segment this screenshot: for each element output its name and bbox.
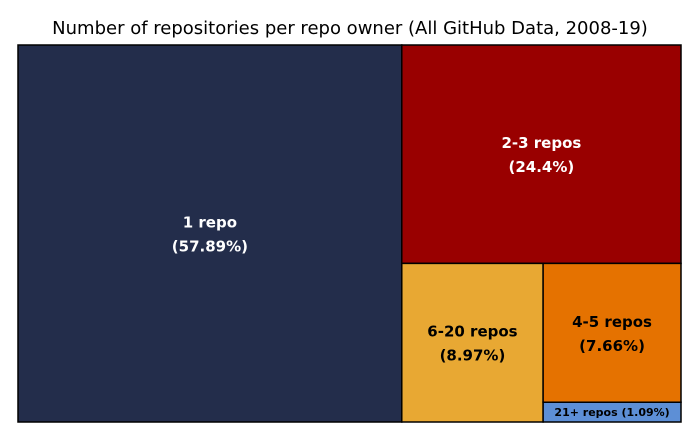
treemap-cells: 1 repo (57.89%) 2-3 repos (24.4%) 6-20 repos… — [17, 44, 682, 423]
cell-label-21-plus-repos: 21+ repos (1.09%) — [554, 406, 669, 419]
cell-name-4-5-repos: 4-5 repos — [572, 313, 652, 331]
cell-rect-4-5-repos — [542, 262, 682, 403]
cell-name-6-20-repos: 6-20 repos — [427, 323, 517, 341]
cell-2-3-repos: 2-3 repos (24.4%) — [401, 44, 682, 265]
cell-rect-1-repo — [17, 44, 403, 423]
cell-6-20-repos: 6-20 repos (8.97%) — [401, 262, 544, 423]
cell-4-5-repos: 4-5 repos (7.66%) — [542, 262, 682, 403]
cell-21-plus-repos: 21+ repos (1.09%) — [542, 401, 682, 423]
cell-percent-1-repo: (57.89%) — [172, 238, 248, 256]
chart-title: Number of repositories per repo owner (A… — [52, 18, 648, 39]
cell-name-2-3-repos: 2-3 repos — [501, 134, 581, 152]
cell-percent-4-5-repos: (7.66%) — [579, 337, 645, 355]
cell-name-1-repo: 1 repo — [183, 214, 237, 232]
cell-1-repo: 1 repo (57.89%) — [17, 44, 403, 423]
cell-rect-2-3-repos — [401, 44, 682, 265]
cell-percent-6-20-repos: (8.97%) — [440, 347, 506, 365]
cell-rect-21-plus-repos — [542, 401, 682, 423]
cell-percent-2-3-repos: (24.4%) — [509, 158, 575, 176]
cell-rect-6-20-repos — [401, 262, 544, 423]
